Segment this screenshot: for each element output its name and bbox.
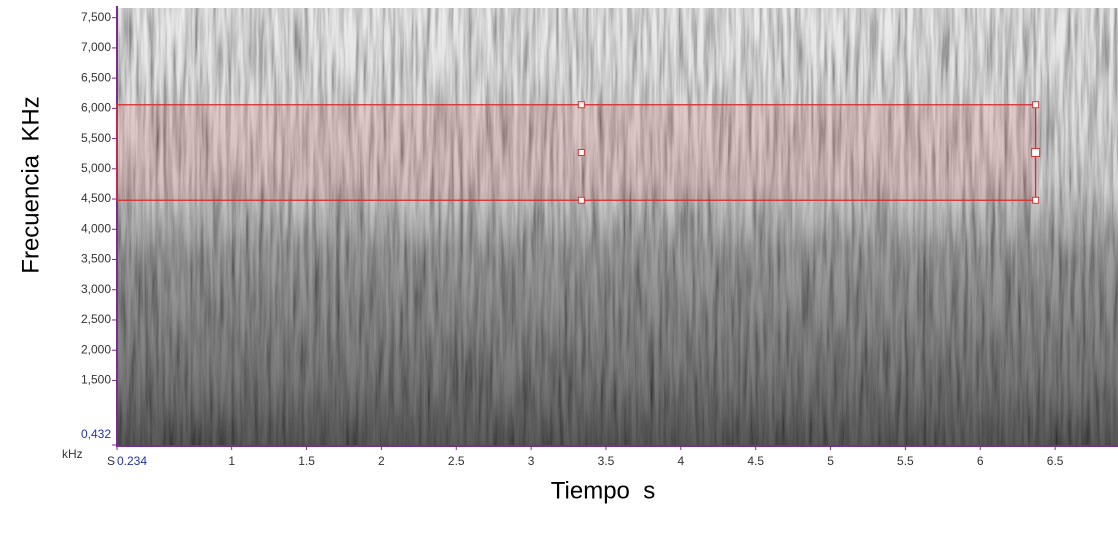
x-tick-label: 3.5 <box>598 454 615 468</box>
selection-handle <box>577 101 585 109</box>
y-tick-label: 7,500 <box>81 10 111 24</box>
y-tick-label: 2,000 <box>81 342 111 356</box>
x-tick-label: 1 <box>228 454 235 468</box>
x-tick-label: 4 <box>677 454 684 468</box>
x-axis-title: Tiempo s <box>551 477 655 504</box>
y-tick-label: 5,000 <box>81 161 111 175</box>
y-tick-label: 3,000 <box>81 282 111 296</box>
x-tick-label: 5.5 <box>897 454 914 468</box>
y-unit: kHz <box>62 447 83 461</box>
y-tick-label: 7,000 <box>81 40 111 54</box>
y-tick-label: 2,500 <box>81 312 111 326</box>
x-tick-label: 3 <box>528 454 535 468</box>
y-tick-label: 6,000 <box>81 101 111 115</box>
x-tick-label: 5 <box>827 454 834 468</box>
y-tick-label: 6,500 <box>81 70 111 84</box>
selection-handle <box>577 196 585 204</box>
y-tick-label: 4,500 <box>81 191 111 205</box>
y-tick-label: 4,000 <box>81 221 111 235</box>
x-tick-label: 0.234 <box>117 454 147 468</box>
spectrogram-texture <box>117 8 1118 445</box>
y-tick-label: 0,432 <box>81 427 111 441</box>
x-unit: S <box>107 454 115 468</box>
selection-handle <box>1032 101 1040 109</box>
y-axis-title: Frecuencia KHz <box>17 96 44 273</box>
selection <box>116 104 1037 201</box>
y-tick-label: 1,500 <box>81 373 111 387</box>
y-tick-label: 3,500 <box>81 252 111 266</box>
x-tick-label: 6 <box>977 454 984 468</box>
y-tick-label: 5,500 <box>81 131 111 145</box>
x-tick-label: 2 <box>378 454 385 468</box>
x-tick-label: 6.5 <box>1047 454 1064 468</box>
selection-handle <box>1031 147 1041 157</box>
x-tick-label: 1.5 <box>298 454 315 468</box>
selection-handle <box>1032 196 1040 204</box>
x-tick-label: 2.5 <box>448 454 465 468</box>
x-tick-label: 4.5 <box>747 454 764 468</box>
plot-area <box>117 8 1118 445</box>
selection-handle <box>577 148 585 156</box>
